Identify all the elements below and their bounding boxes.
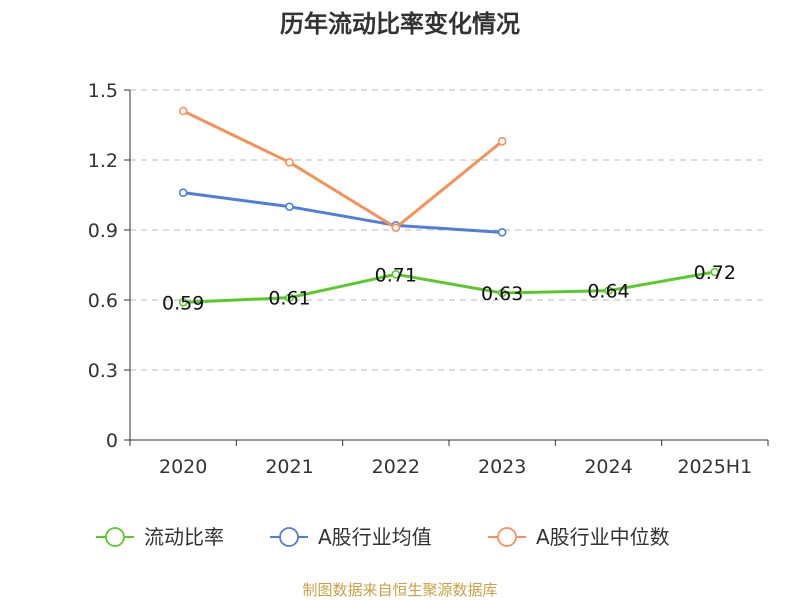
chart-title: 历年流动比率变化情况 [280,10,520,38]
source-note: 制图数据来自恒生聚源数据库 [302,581,497,599]
y-tick-label: 1.5 [88,80,118,102]
legend[interactable]: 流动比率 A股行业均值 A股行业中位数 [96,525,670,549]
legend-item[interactable]: 流动比率 [96,525,224,549]
series-2 [178,106,507,232]
series-line [182,109,504,230]
legend-marker-icon [105,527,125,547]
data-label: 0.64 [587,281,629,303]
x-tick-label: 2025H1 [677,456,752,478]
y-tick-label: 1.2 [88,150,118,172]
series-lines [178,106,720,307]
data-point[interactable] [391,223,401,232]
series-line [183,270,716,304]
data-point[interactable] [391,270,401,279]
y-tick-label: 0.9 [88,220,118,242]
series-0 [178,267,720,307]
x-tick-label: 2020 [159,456,207,478]
data-label: 0.71 [375,264,417,286]
data-point[interactable] [285,293,294,302]
legend-label: A股行业均值 [318,525,432,549]
legend-marker-icon [497,527,517,547]
data-point[interactable] [285,158,294,167]
data-label: 0.72 [694,262,736,284]
data-point[interactable] [710,267,720,277]
x-tick-label: 2024 [584,456,632,478]
data-point[interactable] [497,228,507,237]
legend-marker-icon [279,527,299,547]
axes: 0 0.3 0.6 0.9 1.2 1.5 2020 2021 2022 2023 2024 2025… [88,80,769,478]
x-tick-label: 2021 [265,456,313,478]
legend-item[interactable]: A股行业中位数 [488,525,670,549]
legend-label: 流动比率 [144,525,224,549]
data-point[interactable] [178,298,188,307]
data-point[interactable] [497,288,507,298]
data-point[interactable] [497,137,507,146]
data-labels: 0.59 0.61 0.71 0.63 0.64 0.72 [162,262,736,314]
data-label: 0.63 [481,283,523,305]
x-tick-label: 2022 [372,456,420,478]
data-label: 0.59 [162,292,204,314]
legend-label: A股行业中位数 [536,525,670,549]
y-tick-label: 0 [106,430,118,452]
y-tick-label: 0.6 [88,290,118,312]
legend-item[interactable]: A股行业均值 [270,525,432,549]
data-point[interactable] [285,202,294,211]
x-tick-label: 2023 [478,456,526,478]
y-tick-label: 0.3 [88,360,118,382]
data-point[interactable] [604,286,613,295]
data-label: 0.61 [268,288,310,310]
data-point[interactable] [178,188,188,197]
series-line [182,191,503,234]
data-point[interactable] [178,106,188,116]
